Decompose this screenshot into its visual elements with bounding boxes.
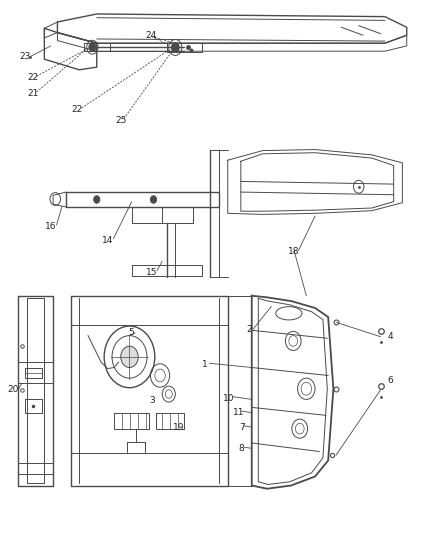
Text: 11: 11 bbox=[233, 408, 244, 417]
Text: 4: 4 bbox=[387, 332, 393, 341]
Text: 21: 21 bbox=[28, 89, 39, 98]
Text: 24: 24 bbox=[146, 31, 157, 40]
Text: 18: 18 bbox=[288, 247, 300, 256]
Text: 3: 3 bbox=[150, 396, 155, 405]
Circle shape bbox=[89, 43, 96, 52]
Circle shape bbox=[150, 196, 156, 203]
Text: 15: 15 bbox=[145, 269, 157, 277]
Text: 2: 2 bbox=[246, 325, 251, 334]
Text: 10: 10 bbox=[223, 394, 234, 403]
Text: 5: 5 bbox=[128, 328, 134, 337]
Text: 23: 23 bbox=[19, 52, 30, 61]
Circle shape bbox=[171, 43, 179, 52]
Circle shape bbox=[94, 196, 100, 203]
Circle shape bbox=[121, 346, 138, 368]
Text: 1: 1 bbox=[202, 360, 208, 369]
Text: 22: 22 bbox=[28, 73, 39, 82]
Text: 25: 25 bbox=[115, 116, 127, 125]
Text: 16: 16 bbox=[45, 222, 57, 231]
Text: 20: 20 bbox=[7, 385, 18, 394]
Text: 19: 19 bbox=[173, 423, 184, 432]
Text: 14: 14 bbox=[102, 237, 113, 246]
Text: 7: 7 bbox=[239, 423, 244, 432]
Text: 22: 22 bbox=[71, 105, 83, 114]
Text: 8: 8 bbox=[239, 444, 244, 453]
Text: 6: 6 bbox=[387, 376, 393, 385]
